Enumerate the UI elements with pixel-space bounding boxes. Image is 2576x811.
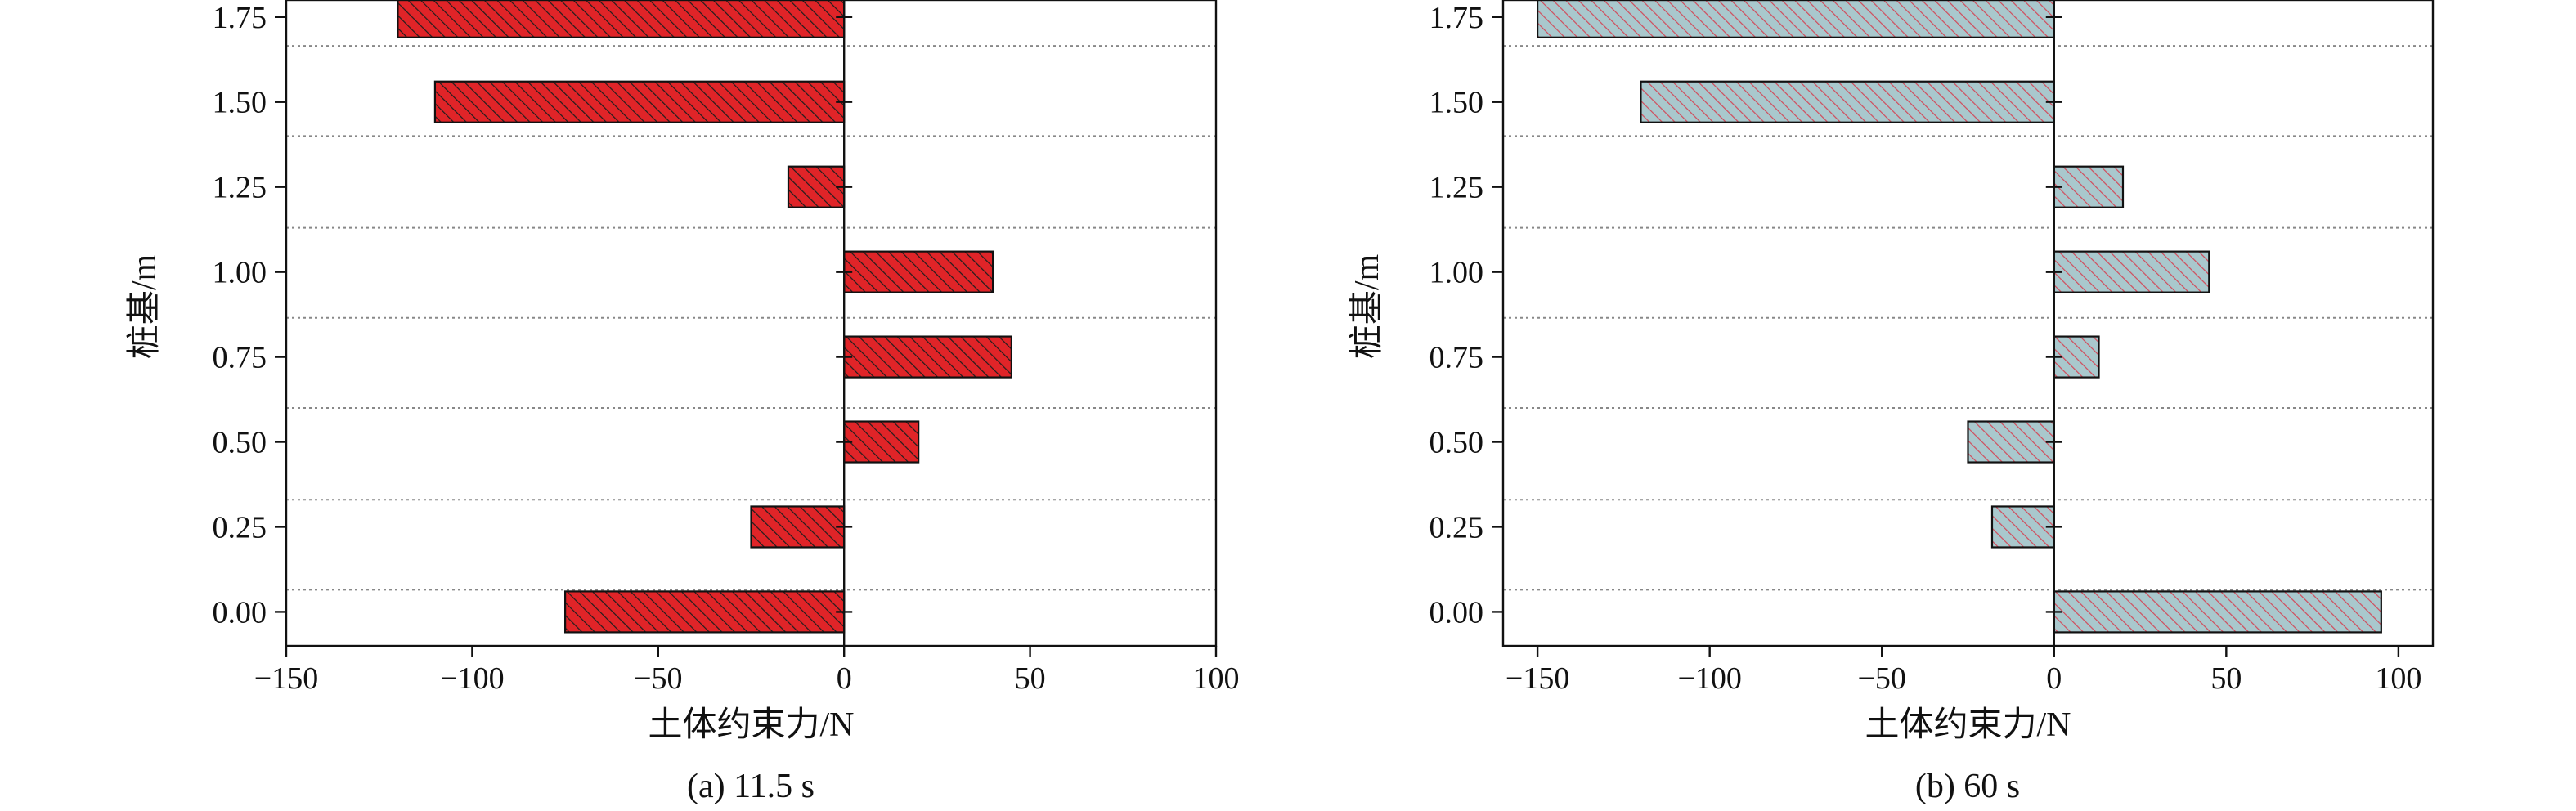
panel-a: −150 −100 −50 0 50 100 0.00 0.25 0.50 0.75 1.00 1.2… xyxy=(126,0,1240,805)
y-tick-label: 1.50 xyxy=(1429,86,1484,120)
y-tick-label: 0.25 xyxy=(1429,510,1484,544)
panel-caption: (b) 60 s xyxy=(1915,768,2020,805)
x-axis-title: 土体约束力/N xyxy=(1865,706,2071,744)
bar xyxy=(843,335,1012,379)
x-tick-label: −150 xyxy=(1506,661,1569,696)
panel-b: −150 −100 −50 0 50 100 0.00 0.25 0.50 0.75 1.00 1.2… xyxy=(1349,0,2435,805)
y-tick-label: 0.00 xyxy=(1429,595,1484,630)
x-tick-label: −150 xyxy=(254,661,318,696)
panel-caption: (a) 11.5 s xyxy=(687,768,815,805)
bar xyxy=(563,590,846,634)
x-tick-label: −100 xyxy=(440,661,504,696)
bar xyxy=(843,420,920,464)
y-tick-label: 0.25 xyxy=(213,510,267,544)
y-tick-label: 0.75 xyxy=(213,341,267,375)
y-tick-label: 1.25 xyxy=(1429,171,1484,205)
y-tick-label: 1.50 xyxy=(213,86,267,120)
y-tick-label: 1.75 xyxy=(1429,1,1484,35)
bar xyxy=(397,0,846,38)
y-tick-label: 1.00 xyxy=(1429,256,1484,290)
bar xyxy=(1990,505,2055,549)
y-axis-title: 桩基/m xyxy=(1349,254,1386,360)
x-tick-label: 100 xyxy=(2375,661,2421,696)
y-tick-label: 1.25 xyxy=(213,171,267,205)
plot-frame xyxy=(1501,0,2435,647)
y-tick-label: 1.00 xyxy=(213,256,267,290)
x-tick-label: 0 xyxy=(2046,661,2062,696)
x-tick-label: 100 xyxy=(1193,661,1240,696)
y-axis-title: 桩基/m xyxy=(126,254,164,360)
y-tick-label: 1.75 xyxy=(213,1,267,35)
bar xyxy=(2053,250,2210,293)
bar xyxy=(750,505,846,549)
x-axis-title: 土体约束力/N xyxy=(648,706,854,744)
y-tick-label: 0.00 xyxy=(213,595,267,630)
bar xyxy=(433,80,846,123)
bar xyxy=(1967,420,2055,464)
bar xyxy=(1537,0,2055,38)
y-tick-label: 0.75 xyxy=(1429,341,1484,375)
plot-frame xyxy=(285,0,1218,647)
bar xyxy=(843,250,994,293)
x-tick-label: 0 xyxy=(837,661,852,696)
y-tick-label: 0.50 xyxy=(213,426,267,460)
x-tick-label: −50 xyxy=(634,661,682,696)
x-tick-label: 50 xyxy=(2210,661,2242,696)
x-tick-label: −50 xyxy=(1858,661,1906,696)
y-tick-label: 0.50 xyxy=(1429,426,1484,460)
x-tick-label: −100 xyxy=(1677,661,1741,696)
bar xyxy=(787,165,846,208)
bar xyxy=(2053,165,2125,208)
x-tick-label: 50 xyxy=(1015,661,1046,696)
bar xyxy=(1640,80,2055,123)
bar xyxy=(2053,590,2382,634)
